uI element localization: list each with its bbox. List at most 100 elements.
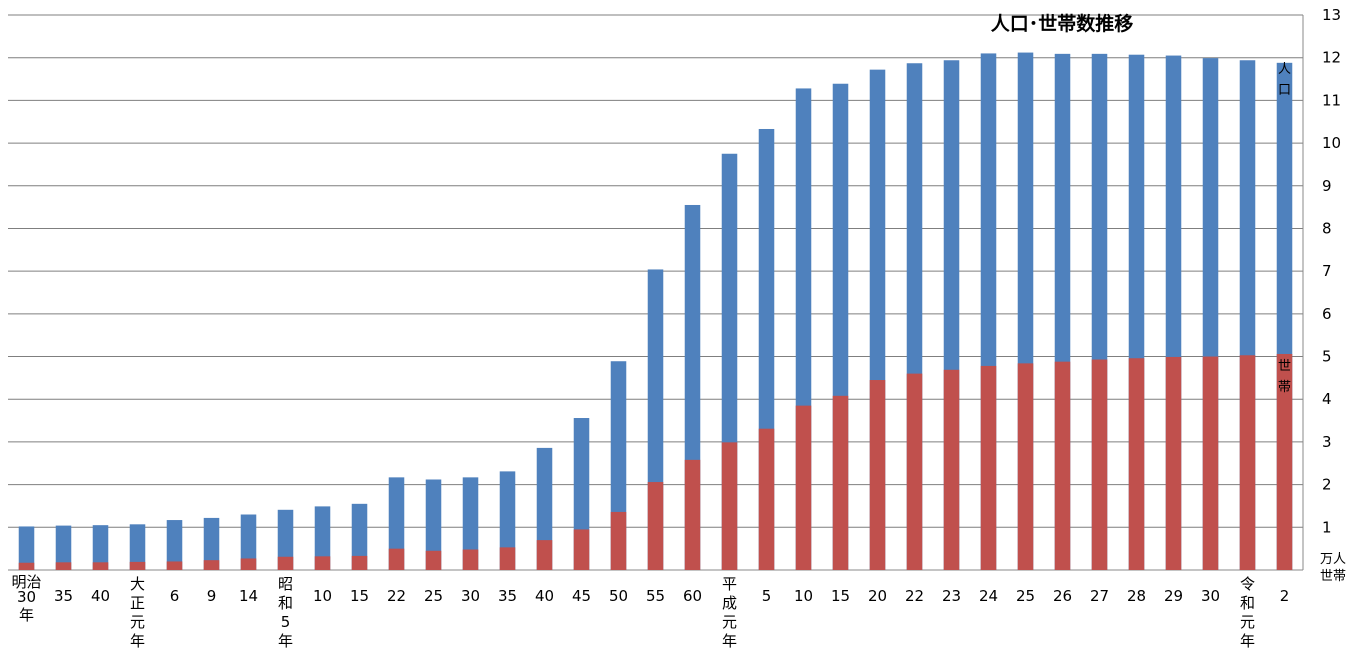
bar-population — [351, 503, 368, 570]
bar-household — [277, 556, 294, 570]
bar-population — [314, 506, 331, 570]
x-tick-label: 和 — [278, 594, 293, 612]
bar-population — [499, 471, 516, 570]
bar-household — [55, 562, 72, 570]
x-tick-label: 5 — [281, 613, 291, 631]
bar-population — [92, 525, 109, 570]
bar-household — [980, 365, 997, 570]
x-tick-label: 2 — [1280, 587, 1290, 605]
x-tick-label: 6 — [170, 587, 180, 605]
bar-household — [462, 549, 479, 570]
x-tick-label: 23 — [942, 587, 961, 605]
x-tick-label: 昭 — [278, 575, 293, 593]
bar-household — [573, 529, 590, 570]
chart-title: 人口･世帯数推移 — [991, 12, 1134, 35]
bar-household — [1276, 353, 1293, 570]
bar-household — [92, 562, 109, 570]
x-tick-label: 15 — [831, 587, 850, 605]
x-tick-label: 50 — [609, 587, 628, 605]
x-tick-label: 30 — [17, 588, 36, 606]
x-tick-label: 5 — [762, 587, 772, 605]
bar-household — [166, 561, 183, 570]
y-tick-label: 1 — [1322, 518, 1332, 536]
bar-household — [425, 550, 442, 570]
bar-population — [166, 520, 183, 570]
bar-population — [18, 526, 35, 570]
x-tick-label: 60 — [683, 587, 702, 605]
y-tick-label: 11 — [1322, 91, 1341, 109]
y-tick-label: 7 — [1322, 262, 1332, 280]
bar-household — [240, 558, 257, 570]
bar-household — [1017, 363, 1034, 570]
x-tick-label: 55 — [646, 587, 665, 605]
series-label-population: 人口 — [1278, 62, 1291, 98]
bar-household — [943, 369, 960, 570]
x-tick-label: 14 — [239, 587, 258, 605]
x-tick-label: 45 — [572, 587, 591, 605]
bar-household — [647, 482, 664, 570]
x-tick-label: 30 — [461, 587, 480, 605]
bar-household — [314, 556, 331, 570]
y-tick-label: 3 — [1322, 433, 1332, 451]
bar-population — [203, 517, 220, 570]
bar-population — [277, 509, 294, 570]
bar-household — [1091, 359, 1108, 570]
x-tick-label: 年 — [278, 632, 293, 650]
bar-household — [1239, 355, 1256, 570]
bar-household — [610, 511, 627, 570]
x-tick-label: 22 — [387, 587, 406, 605]
x-tick-label: 大 — [130, 575, 145, 593]
x-tick-label: 年 — [19, 606, 34, 624]
bar-household — [1202, 356, 1219, 570]
bar-household — [129, 561, 146, 570]
bar-household — [1128, 358, 1145, 570]
x-tick-label: 28 — [1127, 587, 1146, 605]
x-tick-label: 25 — [1016, 587, 1035, 605]
bar-household — [869, 380, 886, 570]
x-tick-label: 25 — [424, 587, 443, 605]
x-tick-label: 20 — [868, 587, 887, 605]
series-label-household: 世帯 — [1278, 359, 1291, 395]
y-tick-label: 8 — [1322, 219, 1332, 237]
y-axis-unit-label: 万人世帯 — [1320, 552, 1346, 584]
x-tick-label: 平 — [722, 575, 737, 593]
x-tick-label: 35 — [54, 587, 73, 605]
x-tick-label: 和 — [1240, 594, 1255, 612]
x-tick-label: 10 — [794, 587, 813, 605]
bar-population — [55, 525, 72, 570]
bar-household — [684, 459, 701, 570]
x-tick-label: 26 — [1053, 587, 1072, 605]
bar-population — [462, 477, 479, 570]
bar-household — [758, 428, 775, 570]
y-tick-label: 6 — [1322, 305, 1332, 323]
bar-household — [388, 548, 405, 570]
bar-household — [1165, 356, 1182, 570]
y-tick-label: 2 — [1322, 476, 1332, 494]
y-tick-label: 5 — [1322, 348, 1332, 366]
bar-household — [721, 442, 738, 570]
bar-population — [536, 447, 553, 570]
bar-household — [536, 540, 553, 570]
x-tick-label: 成 — [722, 594, 737, 612]
x-tick-label: 29 — [1164, 587, 1183, 605]
x-tick-label: 元 — [722, 613, 737, 631]
x-tick-label: 15 — [350, 587, 369, 605]
bar-household — [203, 560, 220, 570]
bar-population — [425, 479, 442, 570]
bar-population — [240, 514, 257, 570]
bars — [18, 52, 1293, 571]
bar-household — [832, 395, 849, 570]
bar-household — [499, 547, 516, 570]
y-tick-label: 9 — [1322, 177, 1332, 195]
x-tick-label: 年 — [722, 632, 737, 650]
x-tick-label: 40 — [535, 587, 554, 605]
x-tick-label: 40 — [91, 587, 110, 605]
x-tick-label: 年 — [130, 632, 145, 650]
y-tick-label: 10 — [1322, 134, 1341, 152]
x-tick-label: 35 — [498, 587, 517, 605]
x-tick-label: 24 — [979, 587, 998, 605]
y-tick-label: 12 — [1322, 49, 1341, 67]
